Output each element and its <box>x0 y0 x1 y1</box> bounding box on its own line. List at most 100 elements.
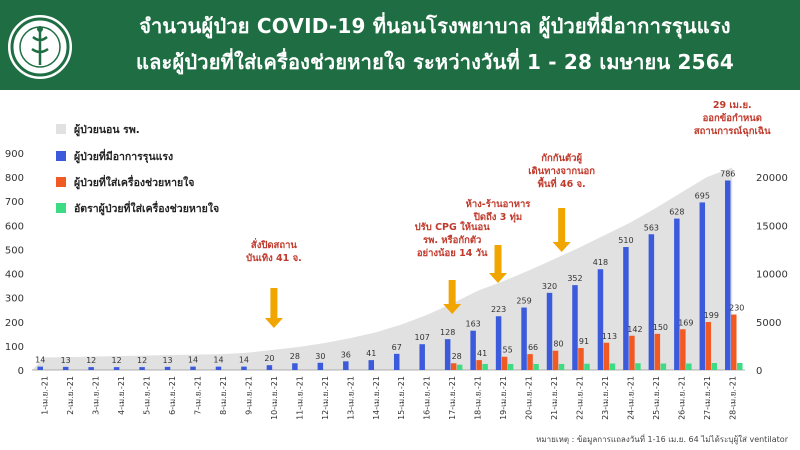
severe-data-label: 14 <box>188 356 198 365</box>
severe-data-label: 128 <box>440 328 455 337</box>
down-arrow-icon <box>488 245 507 283</box>
ventilator-rate-bar <box>558 363 565 370</box>
severe-data-label: 695 <box>695 191 710 200</box>
annotation-label: พื้นที่ 46 จ. <box>538 176 586 190</box>
down-arrow-icon <box>552 208 571 252</box>
severe-bar <box>164 366 171 370</box>
severe-bar <box>495 316 502 370</box>
x-tick-label: 8-เม.ย.-21 <box>219 376 228 415</box>
x-tick-label: 23-เม.ย.-21 <box>601 376 610 420</box>
annotation-label: บันเทิง 41 จ. <box>246 253 302 264</box>
y-left-tick-label: 800 <box>5 173 24 184</box>
x-tick-label: 26-เม.ย.-21 <box>677 376 686 420</box>
y-right-tick-label: 20000 <box>756 173 788 184</box>
severe-bar <box>190 366 196 370</box>
title-line-2: และผู้ป่วยที่ใส่เครื่องช่วยหายใจ ระหว่าง… <box>136 50 734 74</box>
page-title: จำนวนผู้ป่วย COVID-19 ที่นอนโรงพยาบาล ผู… <box>80 8 790 80</box>
covid-chart: 0 100 200 300 400 500 600 700 800 900 0 5000 10000 15… <box>5 100 788 420</box>
severe-bar <box>215 366 222 370</box>
severe-data-label: 36 <box>341 350 351 359</box>
hospitalized-area-series <box>32 167 733 370</box>
severe-bar <box>317 362 324 370</box>
severe-data-label: 510 <box>618 236 633 245</box>
ventilator-data-label: 169 <box>678 318 693 327</box>
y-left-tick-label: 400 <box>5 270 24 281</box>
annotation-label: รพ. หรือกักตัว <box>423 234 481 246</box>
y-left-tick-label: 500 <box>5 245 24 256</box>
severe-bar <box>572 285 578 370</box>
annotation-label: ห้าง-ร้านอาหาร <box>466 198 532 210</box>
y-right-tick-label: 5000 <box>756 318 781 329</box>
ventilator-bar <box>731 314 737 370</box>
severe-bar <box>521 307 527 370</box>
annotation-label: กักกันตัวผู้ <box>541 152 582 165</box>
severe-data-label: 12 <box>86 356 96 365</box>
severe-bar <box>37 366 43 370</box>
severe-bar <box>113 367 120 370</box>
x-tick-label: 7-เม.ย.-21 <box>194 376 203 415</box>
ventilator-rate-bar <box>482 363 488 370</box>
x-tick-label: 2-เม.ย.-21 <box>66 376 75 415</box>
x-tick-label: 6-เม.ย.-21 <box>168 376 177 415</box>
y-right-tick-label: 15000 <box>756 221 788 232</box>
severe-data-label: 41 <box>366 349 376 358</box>
y-left-tick-label: 100 <box>5 342 24 353</box>
ventilator-bar <box>450 363 457 370</box>
y-left-tick-label: 300 <box>5 294 24 305</box>
ventilator-data-label: 55 <box>502 346 512 355</box>
x-tick-label: 13-เม.ย.-21 <box>346 376 355 420</box>
ventilator-rate-bar <box>456 364 463 370</box>
x-tick-label: 17-เม.ย.-21 <box>448 376 457 420</box>
ventilator-data-label: 28 <box>452 352 462 361</box>
severe-data-label: 352 <box>567 274 582 283</box>
severe-bar <box>139 367 145 370</box>
x-tick-label: 25-เม.ย.-21 <box>652 376 661 420</box>
y-right-tick-label: 10000 <box>756 270 788 281</box>
annotation-label: 29 เม.ย. <box>713 100 752 111</box>
ventilator-bar <box>680 329 686 370</box>
annotation-label: ออกข้อกำหนด <box>703 112 762 124</box>
annotation-label: สถานการณ์ฉุกเฉิน <box>694 125 771 137</box>
severe-data-label: 13 <box>162 356 172 365</box>
severe-data-label: 163 <box>465 320 480 329</box>
department-of-disease-control-logo <box>6 13 74 81</box>
y-left-tick-label: 900 <box>5 149 24 160</box>
severe-bar <box>444 339 451 370</box>
severe-bar <box>674 218 680 370</box>
header-banner: จำนวนผู้ป่วย COVID-19 ที่นอนโรงพยาบาล ผู… <box>0 0 800 90</box>
x-tick-label: 27-เม.ย.-21 <box>703 376 712 420</box>
x-tick-label: 20-เม.ย.-21 <box>525 376 534 420</box>
severe-bar <box>368 360 375 370</box>
y-left-tick-label: 700 <box>5 197 24 208</box>
severe-bar <box>699 202 706 370</box>
x-tick-label: 19-เม.ย.-21 <box>499 376 508 420</box>
title-line-1: จำนวนผู้ป่วย COVID-19 ที่นอนโรงพยาบาล ผู… <box>139 14 731 38</box>
severe-data-label: 259 <box>516 297 531 306</box>
severe-bar <box>419 344 425 370</box>
ventilator-data-label: 80 <box>553 340 563 349</box>
x-tick-label: 4-เม.ย.-21 <box>117 376 126 415</box>
legend-swatch <box>56 177 66 187</box>
x-tick-label: 5-เม.ย.-21 <box>143 376 152 415</box>
x-tick-label: 12-เม.ย.-21 <box>321 376 330 420</box>
annotation-label: ปรับ CPG ให้นอน <box>415 221 491 233</box>
severe-data-label: 14 <box>239 356 249 365</box>
ventilator-rate-bar <box>584 363 590 370</box>
severe-data-label: 12 <box>112 356 122 365</box>
ventilator-bar <box>501 356 508 370</box>
severe-bar <box>62 366 69 370</box>
legend-label: ผู้ป่วยที่มีอาการรุนแรง <box>74 148 173 164</box>
x-tick-label: 16-เม.ย.-21 <box>423 376 432 420</box>
ventilator-bar <box>654 333 661 370</box>
severe-data-label: 418 <box>593 258 608 267</box>
ventilator-bar <box>603 342 610 370</box>
ventilator-data-label: 150 <box>653 323 668 332</box>
severe-bar <box>88 367 94 370</box>
severe-bar <box>648 234 655 370</box>
ventilator-rate-bar <box>686 363 692 370</box>
legend-label: อัตราผู้ป่วยที่ใส่เครื่องช่วยหายใจ <box>74 200 219 216</box>
x-tick-label: 21-เม.ย.-21 <box>550 376 559 420</box>
severe-data-label: 786 <box>720 169 735 178</box>
x-tick-label: 14-เม.ย.-21 <box>372 376 381 420</box>
severe-bar <box>266 365 273 370</box>
